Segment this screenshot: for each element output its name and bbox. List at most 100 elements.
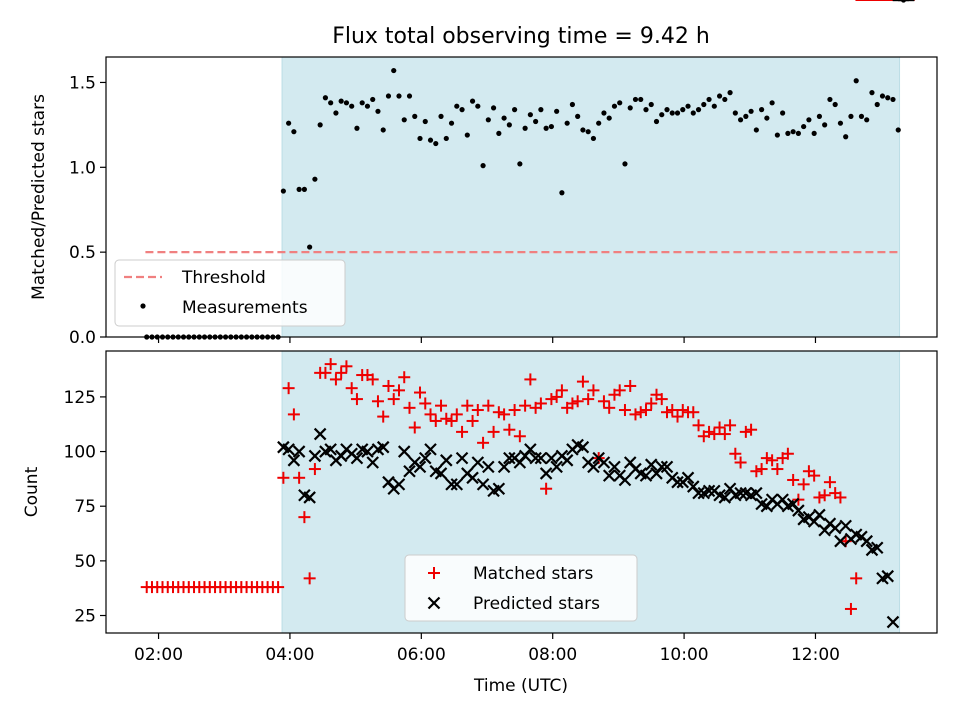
measurement-point bbox=[795, 130, 801, 136]
measurement-point bbox=[827, 96, 833, 103]
predicted-star-point bbox=[482, 460, 495, 474]
matched-star-point bbox=[771, 463, 784, 476]
measurement-point bbox=[727, 90, 733, 96]
measurement-point bbox=[354, 125, 360, 131]
matched-star-point bbox=[272, 581, 285, 594]
predicted-star-point bbox=[366, 456, 379, 469]
matched-star-point bbox=[745, 423, 758, 436]
measurement-point bbox=[722, 96, 728, 103]
matched-star-point bbox=[293, 471, 306, 484]
counts-plot-frame bbox=[105, 350, 938, 634]
matched-star-point bbox=[319, 366, 332, 379]
matched-star-point bbox=[787, 473, 800, 486]
predicted-star-point bbox=[639, 469, 653, 482]
measurement-point bbox=[890, 96, 896, 103]
counts-x-tick-label: 02:00 bbox=[134, 645, 183, 665]
matched-star-point bbox=[450, 408, 463, 421]
legend-matched-marker bbox=[428, 567, 440, 579]
matched-star-point bbox=[366, 373, 379, 386]
matched-star-point bbox=[661, 406, 674, 419]
measurement-point bbox=[501, 115, 507, 121]
counts-x-tick-label: 04:00 bbox=[265, 645, 314, 665]
matched-star-point bbox=[350, 393, 363, 406]
matched-star-point bbox=[629, 408, 642, 421]
counts-y-label: Count bbox=[22, 466, 42, 517]
measurement-point bbox=[527, 112, 533, 118]
counts-x-tick-label: 10:00 bbox=[660, 645, 709, 665]
measurement-point bbox=[475, 103, 481, 109]
matched-star-point bbox=[823, 476, 836, 489]
matched-star-point bbox=[545, 393, 558, 406]
ratio-y-label: Matched/Predicted stars bbox=[29, 94, 49, 300]
measurement-point bbox=[759, 107, 765, 113]
predicted-star-point bbox=[413, 460, 427, 474]
predicted-star-point bbox=[608, 460, 621, 474]
measurement-point bbox=[753, 127, 759, 133]
measurement-point bbox=[832, 101, 838, 108]
legend-matched-label: Matched stars bbox=[473, 564, 593, 584]
measurement-point bbox=[422, 118, 428, 125]
predicted-star-point bbox=[860, 534, 873, 548]
predicted-star-point bbox=[655, 460, 669, 474]
measurement-point bbox=[590, 135, 597, 142]
matched-star-point bbox=[624, 379, 637, 392]
matched-star-point bbox=[634, 406, 647, 419]
predicted-star-point bbox=[734, 486, 747, 500]
matched-star-point bbox=[655, 393, 668, 406]
matched-star-point bbox=[834, 491, 847, 504]
matched-star-point bbox=[519, 399, 532, 412]
legend-predicted-label: Predicted stars bbox=[473, 594, 600, 614]
legend-threshold-label: Threshold bbox=[181, 268, 266, 288]
matched-star-point bbox=[487, 425, 500, 438]
predicted-star-point bbox=[466, 471, 479, 485]
measurement-point bbox=[396, 93, 402, 99]
measurement-point bbox=[874, 101, 880, 108]
measurement-point bbox=[596, 120, 602, 126]
measurement-point bbox=[695, 107, 702, 113]
measurement-point bbox=[848, 113, 854, 119]
matched-star-point bbox=[550, 390, 563, 403]
measurement-point bbox=[286, 120, 292, 126]
matched-star-point bbox=[508, 404, 521, 417]
matched-star-point bbox=[713, 421, 726, 434]
measurement-point bbox=[417, 135, 423, 142]
measurement-point bbox=[706, 96, 712, 103]
measurement-point bbox=[764, 115, 770, 121]
measurement-point bbox=[811, 130, 817, 136]
matched-star-point bbox=[676, 404, 689, 417]
measurement-point bbox=[685, 103, 691, 109]
matched-star-point bbox=[750, 465, 763, 478]
matched-star-point bbox=[392, 384, 405, 397]
predicted-star-point bbox=[434, 467, 448, 480]
matched-star-point bbox=[403, 401, 416, 414]
matched-star-point bbox=[524, 373, 537, 386]
measurement-point bbox=[469, 98, 476, 104]
matched-star-point bbox=[298, 511, 311, 524]
matched-star-point bbox=[277, 471, 290, 484]
matched-star-point bbox=[540, 482, 553, 495]
predicted-star-point bbox=[392, 478, 406, 491]
matched-star-point bbox=[513, 430, 526, 443]
measurement-point bbox=[496, 130, 502, 136]
measurement-point bbox=[291, 129, 297, 135]
predicted-star-point bbox=[450, 478, 464, 491]
measurement-point bbox=[380, 127, 386, 133]
matched-star-point bbox=[435, 399, 448, 412]
matched-star-point bbox=[498, 408, 511, 421]
predicted-star-point bbox=[361, 445, 374, 458]
predicted-star-point bbox=[550, 460, 563, 474]
measurement-point bbox=[774, 132, 780, 138]
measurement-point bbox=[296, 186, 302, 192]
measurement-point bbox=[869, 90, 875, 96]
measurement-point bbox=[879, 93, 886, 99]
measurement-point bbox=[711, 103, 717, 109]
measurement-point bbox=[359, 100, 365, 106]
measurement-point bbox=[543, 125, 549, 131]
measurement-point bbox=[443, 135, 449, 142]
counts-x-tick-label: 08:00 bbox=[528, 645, 577, 665]
ratio-y-tick-label: 1.0 bbox=[69, 158, 96, 178]
measurement-point bbox=[806, 117, 812, 123]
ratio-y-tick-label: 0.0 bbox=[69, 328, 96, 348]
matched-star-point bbox=[587, 384, 600, 397]
measurement-point bbox=[522, 125, 528, 131]
